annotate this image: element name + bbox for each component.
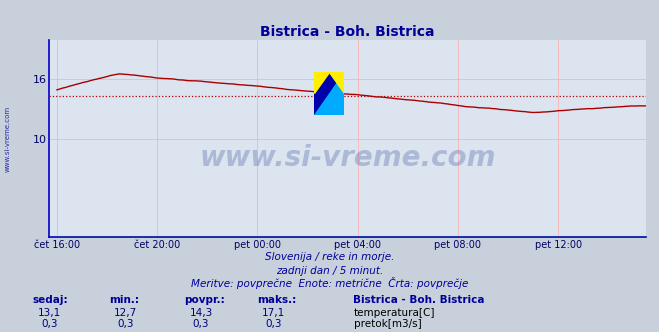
Text: Meritve: povprečne  Enote: metrične  Črta: povprečje: Meritve: povprečne Enote: metrične Črta:…	[191, 277, 468, 289]
Title: Bistrica - Boh. Bistrica: Bistrica - Boh. Bistrica	[260, 25, 435, 39]
Text: 0,3: 0,3	[117, 319, 134, 329]
Text: www.si-vreme.com: www.si-vreme.com	[5, 106, 11, 172]
Text: maks.:: maks.:	[257, 295, 297, 305]
Text: 14,3: 14,3	[189, 308, 213, 318]
Text: 0,3: 0,3	[265, 319, 282, 329]
Text: www.si-vreme.com: www.si-vreme.com	[200, 144, 496, 172]
Text: sedaj:: sedaj:	[33, 295, 69, 305]
Polygon shape	[329, 72, 344, 93]
Text: 0,3: 0,3	[41, 319, 58, 329]
Text: Slovenija / reke in morje.: Slovenija / reke in morje.	[265, 252, 394, 262]
Text: temperatura[C]: temperatura[C]	[354, 308, 436, 318]
Polygon shape	[314, 72, 344, 115]
Text: 17,1: 17,1	[262, 308, 285, 318]
Text: zadnji dan / 5 minut.: zadnji dan / 5 minut.	[276, 266, 383, 276]
Text: Bistrica - Boh. Bistrica: Bistrica - Boh. Bistrica	[353, 295, 484, 305]
Text: povpr.:: povpr.:	[185, 295, 225, 305]
Polygon shape	[314, 72, 329, 93]
Text: 0,3: 0,3	[192, 319, 210, 329]
Text: 13,1: 13,1	[38, 308, 61, 318]
Text: pretok[m3/s]: pretok[m3/s]	[354, 319, 422, 329]
Text: min.:: min.:	[109, 295, 139, 305]
Polygon shape	[314, 72, 344, 115]
Text: 12,7: 12,7	[113, 308, 137, 318]
